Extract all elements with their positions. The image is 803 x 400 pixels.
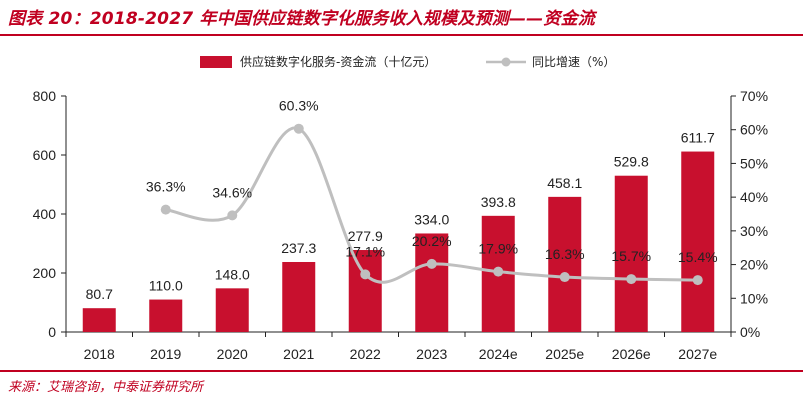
- bar: [149, 299, 183, 332]
- x-tick-label: 2022: [350, 346, 381, 362]
- growth-point: [626, 274, 637, 285]
- x-tick-label: 2021: [283, 346, 314, 362]
- data-labels: 80.7 110.0 148.0 237.3 277.9 334.0 393.8 458.1 5…: [86, 98, 718, 302]
- right-tick-label: 50%: [740, 155, 768, 171]
- growth-line: [165, 126, 698, 284]
- legend-line-label: 同比增速（%）: [532, 55, 615, 69]
- bar-value-label: 110.0: [149, 278, 183, 294]
- growth-value-label: 16.3%: [545, 246, 585, 262]
- growth-value-label: 17.1%: [345, 243, 385, 259]
- x-tick-label: 2027e: [678, 346, 717, 362]
- bar: [348, 250, 382, 332]
- growth-point: [160, 204, 171, 215]
- growth-value-label: 20.2%: [412, 233, 452, 249]
- bar-series: [82, 151, 715, 332]
- growth-point: [227, 210, 238, 221]
- left-tick-label: 400: [33, 206, 57, 222]
- footer-divider: [0, 370, 803, 372]
- x-tick-label: 2024e: [479, 346, 518, 362]
- growth-value-label: 17.9%: [478, 241, 518, 257]
- growth-point: [293, 123, 304, 134]
- growth-point: [692, 275, 703, 286]
- bar: [282, 261, 316, 332]
- legend: 供应链数字化服务-资金流（十亿元） 同比增速（%）: [200, 54, 615, 69]
- bar-value-label: 611.7: [681, 130, 715, 146]
- bar-value-label: 458.1: [547, 175, 582, 191]
- legend-bar-label: 供应链数字化服务-资金流（十亿元）: [240, 54, 436, 69]
- x-tick-label: 2020: [217, 346, 248, 362]
- growth-value-label: 15.4%: [678, 249, 718, 265]
- right-tick-label: 10%: [740, 290, 768, 306]
- x-tick-label: 2019: [150, 346, 181, 362]
- source-note: 来源：艾瑞咨询，中泰证券研究所: [8, 380, 204, 395]
- growth-point: [559, 272, 570, 283]
- bar-value-label: 529.8: [614, 154, 649, 170]
- x-tick-label: 2026e: [612, 346, 651, 362]
- growth-value-label: 36.3%: [146, 179, 186, 195]
- bar: [215, 288, 249, 332]
- left-tick-label: 200: [33, 265, 57, 281]
- legend-bar-swatch: [200, 56, 232, 68]
- bar-value-label: 277.9: [348, 228, 383, 244]
- line-series: [160, 123, 703, 286]
- right-tick-label: 70%: [740, 88, 768, 104]
- bar: [415, 233, 449, 332]
- left-tick-label: 0: [48, 324, 56, 340]
- growth-value-label: 60.3%: [279, 98, 319, 114]
- bar-value-label: 393.8: [481, 194, 516, 210]
- growth-value-label: 15.7%: [611, 248, 651, 264]
- title-divider: [0, 34, 803, 36]
- right-tick-label: 20%: [740, 257, 768, 273]
- bar: [614, 175, 648, 332]
- legend-line-marker: [501, 57, 511, 67]
- bar: [548, 196, 582, 332]
- right-tick-label: 30%: [740, 223, 768, 239]
- bar: [681, 151, 715, 332]
- x-tick-label: 2018: [84, 346, 115, 362]
- axes: 0 200 400 600 800 0% 10% 20% 30% 40% 50% 60% 70% 2018…: [33, 88, 768, 362]
- bar-value-label: 334.0: [414, 211, 449, 227]
- left-tick-label: 800: [33, 88, 57, 104]
- growth-point: [360, 269, 371, 280]
- left-tick-label: 600: [33, 147, 57, 163]
- bar-value-label: 148.0: [215, 266, 250, 282]
- growth-point: [493, 266, 504, 277]
- bar-value-label: 237.3: [281, 240, 316, 256]
- right-tick-label: 0%: [740, 324, 760, 340]
- right-tick-label: 40%: [740, 189, 768, 205]
- growth-value-label: 34.6%: [212, 184, 252, 200]
- chart-title: 图表 20：2018-2027 年中国供应链数字化服务收入规模及预测——资金流: [8, 9, 595, 29]
- growth-point: [426, 258, 437, 269]
- chart: 供应链数字化服务-资金流（十亿元） 同比增速（%） 02004006008000…: [33, 54, 768, 362]
- x-tick-label: 2023: [416, 346, 447, 362]
- bar-value-label: 80.7: [86, 286, 113, 302]
- x-tick-label: 2025e: [545, 346, 584, 362]
- bar: [82, 308, 116, 332]
- right-tick-label: 60%: [740, 122, 768, 138]
